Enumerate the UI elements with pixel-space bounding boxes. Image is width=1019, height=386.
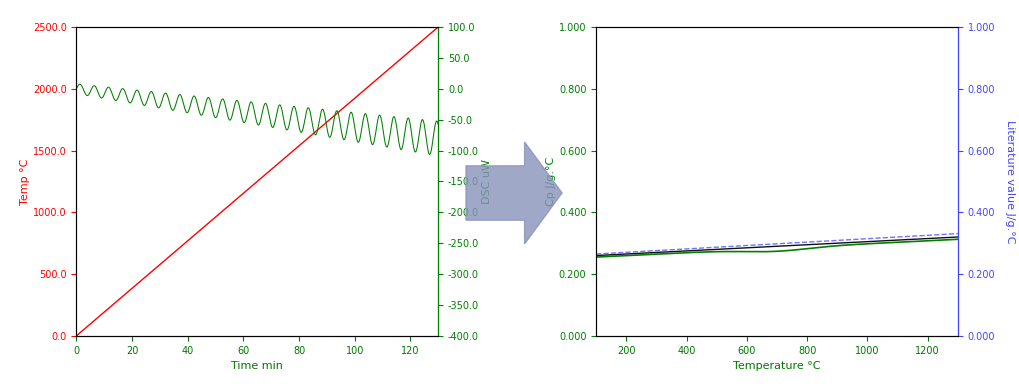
Y-axis label: Temp °C: Temp °C	[20, 158, 30, 205]
Y-axis label: Literature value J/g.°C: Literature value J/g.°C	[1005, 120, 1015, 243]
Y-axis label: Cp J/g.°C: Cp J/g.°C	[546, 157, 556, 206]
FancyArrow shape	[466, 142, 562, 244]
Y-axis label: DSC uW: DSC uW	[482, 159, 492, 204]
X-axis label: Temperature °C: Temperature °C	[734, 361, 820, 371]
X-axis label: Time min: Time min	[231, 361, 283, 371]
